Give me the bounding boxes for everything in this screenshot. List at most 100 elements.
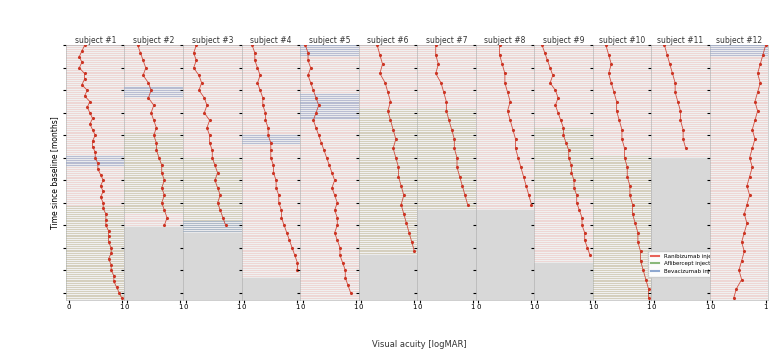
Point: [339, 275, 352, 281]
Point: [661, 52, 674, 58]
Point: [557, 125, 570, 131]
Point: [393, 174, 405, 179]
Point: [331, 215, 344, 221]
Point: [584, 252, 596, 258]
Point: [544, 65, 556, 70]
Point: [459, 192, 471, 198]
Bar: [651, 158, 710, 300]
Point: [429, 52, 442, 58]
Point: [147, 133, 160, 138]
Point: [196, 80, 208, 86]
Point: [443, 118, 456, 123]
Point: [78, 43, 91, 48]
Point: [81, 88, 93, 93]
Point: [544, 80, 556, 86]
Bar: [241, 278, 300, 300]
Point: [387, 127, 400, 133]
Point: [116, 296, 128, 301]
Point: [275, 215, 288, 221]
Point: [110, 284, 123, 290]
Point: [147, 103, 160, 108]
Point: [78, 71, 91, 76]
Point: [736, 258, 748, 263]
Point: [395, 183, 407, 189]
Point: [78, 93, 91, 99]
Point: [307, 118, 320, 123]
Title: subject #7: subject #7: [425, 36, 467, 45]
Point: [89, 149, 102, 155]
Point: [142, 80, 154, 86]
Point: [84, 121, 96, 127]
Bar: [359, 255, 417, 300]
Point: [429, 43, 442, 48]
Point: [677, 136, 689, 142]
Point: [313, 133, 325, 138]
Point: [137, 58, 149, 63]
Point: [570, 192, 583, 198]
Point: [300, 43, 312, 48]
Point: [95, 183, 107, 189]
Point: [751, 71, 764, 76]
Point: [757, 52, 769, 58]
Point: [211, 170, 223, 176]
Point: [158, 177, 171, 183]
Point: [323, 163, 335, 168]
Point: [504, 99, 516, 104]
Point: [334, 252, 346, 258]
Point: [429, 71, 442, 76]
Point: [142, 95, 154, 101]
Point: [451, 155, 463, 161]
Point: [214, 207, 227, 213]
Point: [254, 88, 266, 93]
Point: [201, 125, 213, 131]
Point: [328, 207, 341, 213]
Point: [746, 127, 758, 133]
Point: [248, 58, 261, 63]
Point: [501, 89, 514, 95]
Point: [563, 148, 575, 153]
Point: [155, 185, 168, 191]
Bar: [417, 210, 476, 300]
Point: [549, 103, 562, 108]
Point: [328, 230, 341, 236]
Point: [518, 174, 530, 179]
Point: [134, 50, 147, 55]
Point: [307, 88, 320, 93]
Title: subject #4: subject #4: [250, 36, 292, 45]
Point: [549, 88, 562, 93]
Y-axis label: Time since baseline [months]: Time since baseline [months]: [50, 116, 59, 229]
Point: [192, 73, 205, 78]
Point: [105, 245, 117, 251]
Point: [440, 108, 452, 114]
Point: [746, 164, 758, 170]
Point: [435, 80, 447, 86]
Point: [188, 65, 200, 70]
Point: [275, 207, 288, 213]
Point: [494, 43, 506, 48]
Title: subject #11: subject #11: [657, 36, 704, 45]
Point: [509, 136, 521, 142]
Point: [86, 116, 99, 121]
Point: [304, 80, 317, 86]
Point: [272, 200, 285, 206]
Point: [331, 237, 344, 243]
Point: [286, 245, 298, 251]
Point: [494, 52, 506, 58]
Point: [741, 221, 753, 226]
Point: [155, 200, 168, 206]
Point: [390, 155, 402, 161]
Point: [345, 290, 357, 296]
Point: [105, 267, 117, 273]
Point: [568, 185, 580, 191]
Point: [621, 174, 633, 179]
Point: [565, 170, 577, 176]
Point: [153, 155, 165, 161]
Point: [736, 277, 748, 282]
Point: [315, 140, 327, 146]
Point: [552, 110, 564, 116]
Point: [639, 277, 652, 282]
Point: [209, 177, 221, 183]
Point: [379, 80, 391, 86]
Point: [246, 43, 258, 48]
Point: [281, 230, 293, 236]
